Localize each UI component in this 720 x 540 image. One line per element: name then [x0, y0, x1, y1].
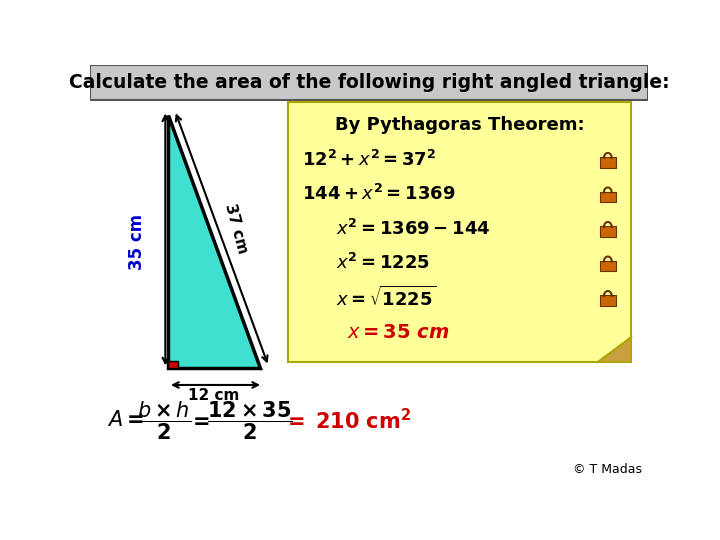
FancyBboxPatch shape	[600, 192, 616, 202]
Text: $\mathbf{144 + \mathit{x}^2 = 1369}$: $\mathbf{144 + \mathit{x}^2 = 1369}$	[302, 184, 456, 204]
FancyBboxPatch shape	[600, 226, 616, 237]
Text: 12 cm: 12 cm	[189, 388, 240, 403]
Text: $\mathbf{= \ 210 \ cm^2}$: $\mathbf{= \ 210 \ cm^2}$	[282, 408, 410, 433]
FancyBboxPatch shape	[90, 65, 648, 100]
Text: Calculate the area of the following right angled triangle:: Calculate the area of the following righ…	[68, 73, 670, 92]
Text: 35 cm: 35 cm	[128, 213, 146, 269]
FancyBboxPatch shape	[600, 295, 616, 306]
Polygon shape	[598, 337, 631, 362]
Text: $\mathbf{\mathit{x}^2 = 1369 - 144}$: $\mathbf{\mathit{x}^2 = 1369 - 144}$	[336, 219, 490, 239]
Text: $\mathbf{=}$: $\mathbf{=}$	[188, 410, 209, 430]
Text: $\mathit{x}$$\mathbf{ = 35}$ cm: $\mathit{x}$$\mathbf{ = 35}$ cm	[347, 323, 449, 342]
Text: $\mathbf{\dfrac{12 \times 35}{2}}$: $\mathbf{\dfrac{12 \times 35}{2}}$	[207, 399, 293, 442]
Text: $\mathbf{\mathit{x}^2 = 1225}$: $\mathbf{\mathit{x}^2 = 1225}$	[336, 253, 430, 273]
Text: 37 cm: 37 cm	[222, 202, 251, 256]
FancyBboxPatch shape	[600, 157, 616, 168]
Text: $\mathbf{\dfrac{\mathit{b} \times \mathit{h}}{2}}$: $\mathbf{\dfrac{\mathit{b} \times \mathi…	[138, 399, 192, 442]
FancyBboxPatch shape	[288, 102, 631, 362]
Text: $\mathbf{\mathit{x} = \sqrt{1225}}$: $\mathbf{\mathit{x} = \sqrt{1225}}$	[336, 286, 436, 310]
Text: $\mathbf{12^2 + \mathit{x}^2 = 37^2}$: $\mathbf{12^2 + \mathit{x}^2 = 37^2}$	[302, 150, 436, 170]
FancyBboxPatch shape	[600, 261, 616, 272]
Polygon shape	[168, 114, 260, 368]
Text: © T Madas: © T Madas	[573, 463, 642, 476]
Bar	[168, 361, 178, 368]
Text: By Pythagoras Theorem:: By Pythagoras Theorem:	[335, 116, 585, 134]
Text: $\mathit{A}$$\mathbf{ = }$: $\mathit{A}$$\mathbf{ = }$	[107, 410, 143, 430]
